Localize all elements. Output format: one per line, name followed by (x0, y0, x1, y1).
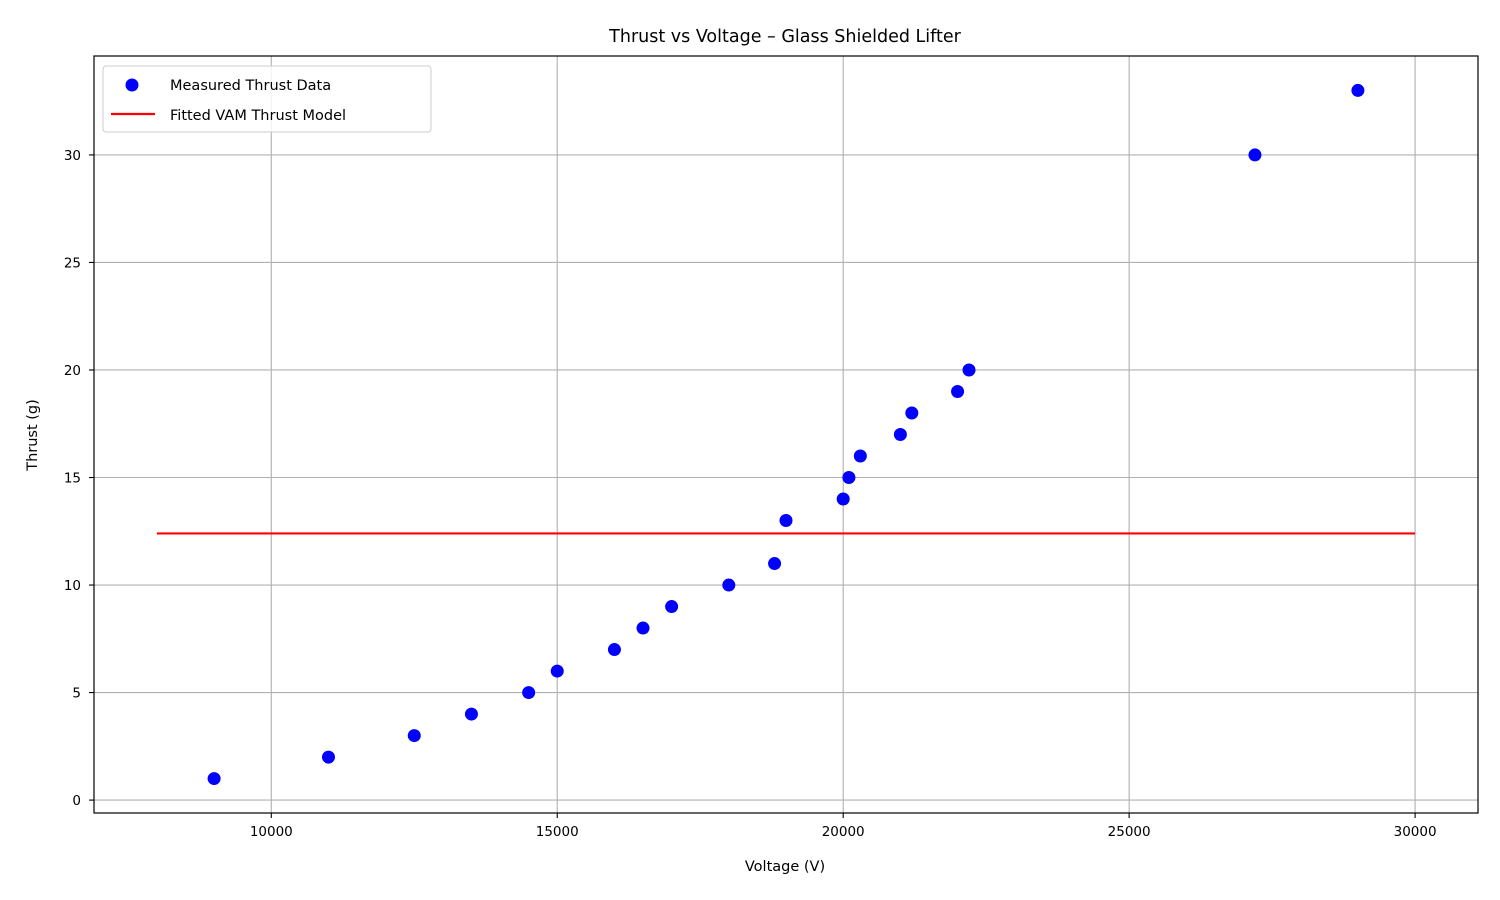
data-point (407, 729, 421, 743)
y-tick-label: 10 (64, 578, 81, 594)
data-point (842, 471, 856, 485)
data-point (665, 600, 679, 614)
data-point (522, 686, 536, 700)
plot-frame (93, 55, 1479, 814)
legend-label-measured: Measured Thrust Data (170, 78, 331, 94)
y-tick-label: 15 (64, 471, 81, 487)
y-axis-label: Thrust (g) (25, 399, 41, 472)
data-point (636, 621, 650, 635)
x-tick-label: 15000 (536, 824, 579, 840)
legend: Measured Thrust Data Fitted VAM Thrust M… (102, 65, 432, 133)
x-tick-label: 30000 (1394, 824, 1437, 840)
data-point (893, 428, 907, 441)
data-point (607, 643, 621, 657)
data-point (464, 707, 478, 721)
y-tick-label: 25 (64, 255, 81, 271)
data-point (962, 363, 976, 377)
legend-box (102, 65, 432, 133)
data-point (905, 406, 919, 420)
x-tick-label: 25000 (1108, 824, 1151, 840)
legend-scatter-marker (125, 78, 139, 92)
data-point (1248, 148, 1262, 162)
grid (94, 56, 1478, 813)
x-tick-label: 20000 (822, 824, 865, 840)
legend-label-fitted: Fitted VAM Thrust Model (170, 108, 346, 124)
data-point (951, 384, 965, 398)
data-point (321, 750, 335, 764)
data-point (768, 557, 782, 571)
data-point (1351, 83, 1365, 97)
y-tick-label: 0 (72, 793, 81, 809)
x-tick-label: 10000 (250, 824, 293, 840)
data-point (550, 664, 564, 678)
data-point (853, 449, 867, 463)
y-tick-label: 5 (72, 686, 81, 702)
plot-series (156, 83, 1416, 786)
x-axis-label: Voltage (V) (745, 859, 825, 875)
y-tick-label: 30 (64, 148, 81, 164)
chart-title: Thrust vs Voltage – Glass Shielded Lifte… (608, 27, 961, 47)
axis-ticks: 10000 15000 20000 25000 30000 0 5 10 15 20 25 30 (64, 148, 1437, 840)
y-tick-label: 20 (64, 363, 81, 379)
data-point (779, 514, 793, 528)
data-point (722, 578, 736, 592)
data-point (207, 772, 221, 786)
data-point (836, 492, 850, 506)
